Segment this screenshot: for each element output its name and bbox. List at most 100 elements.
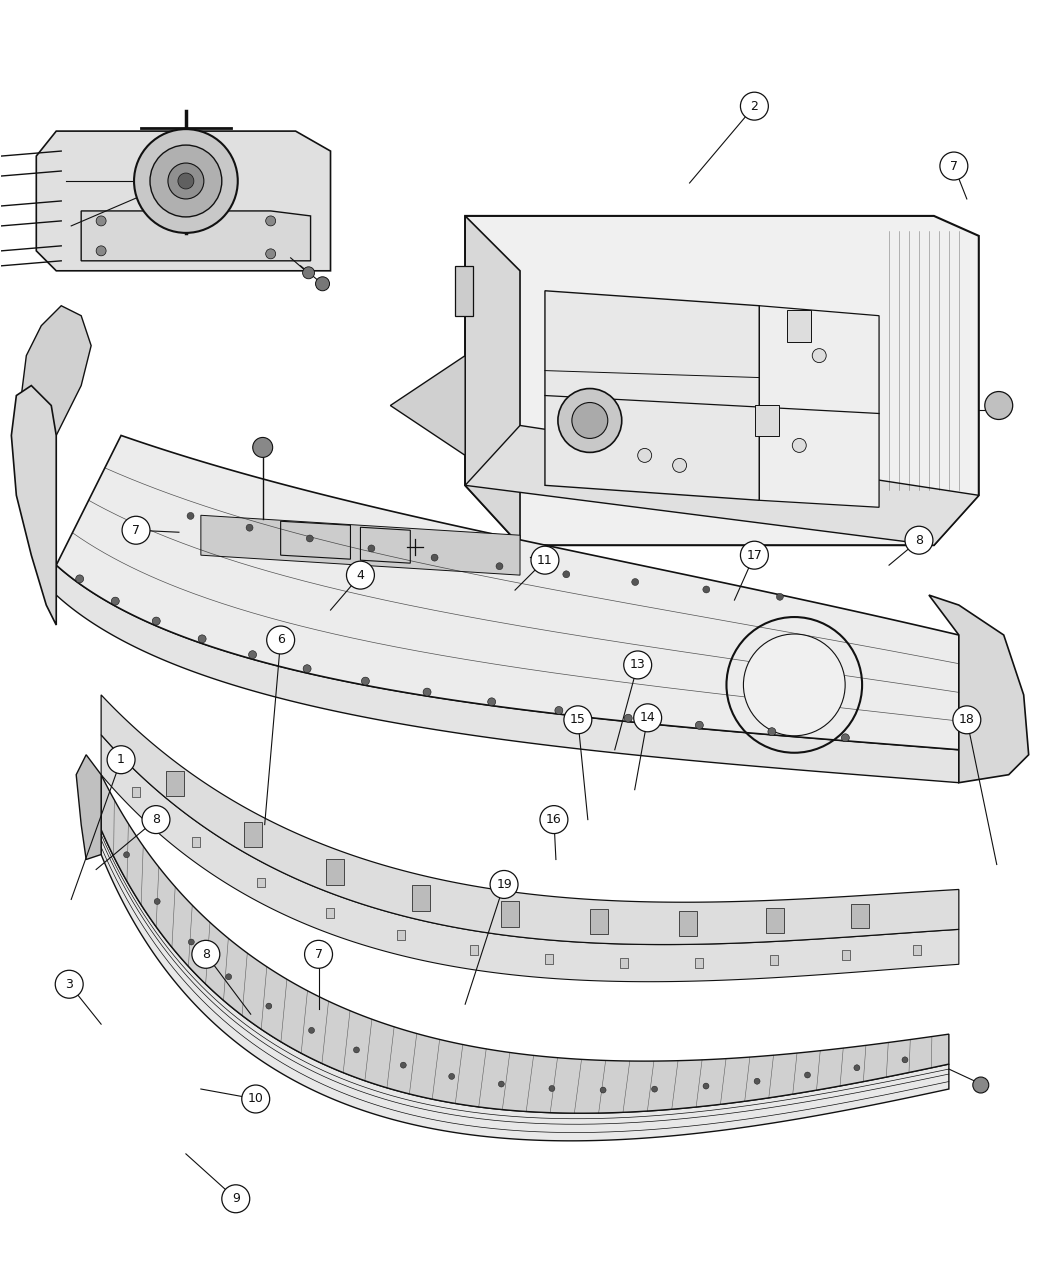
Text: 3: 3 — [65, 978, 74, 991]
Text: 15: 15 — [570, 713, 586, 727]
Circle shape — [124, 852, 129, 858]
Text: 8: 8 — [915, 534, 923, 547]
Polygon shape — [57, 436, 959, 750]
Polygon shape — [101, 695, 959, 945]
Text: 8: 8 — [202, 947, 210, 961]
FancyBboxPatch shape — [695, 958, 704, 968]
FancyBboxPatch shape — [327, 859, 344, 885]
Circle shape — [242, 1085, 270, 1113]
FancyBboxPatch shape — [766, 908, 784, 933]
Polygon shape — [759, 306, 879, 507]
FancyBboxPatch shape — [326, 908, 334, 918]
Polygon shape — [101, 775, 949, 1113]
Circle shape — [624, 652, 652, 678]
FancyBboxPatch shape — [456, 265, 474, 316]
Circle shape — [632, 579, 638, 585]
Circle shape — [246, 524, 253, 532]
FancyBboxPatch shape — [501, 900, 519, 927]
Circle shape — [554, 706, 563, 714]
Polygon shape — [201, 515, 520, 575]
Circle shape — [97, 215, 106, 226]
Circle shape — [266, 215, 276, 226]
Circle shape — [307, 536, 313, 542]
Circle shape — [813, 348, 826, 362]
Circle shape — [222, 1184, 250, 1213]
FancyBboxPatch shape — [192, 838, 201, 848]
Circle shape — [97, 246, 106, 256]
Circle shape — [625, 714, 632, 722]
Circle shape — [448, 1074, 455, 1080]
Circle shape — [303, 664, 311, 673]
Circle shape — [952, 706, 981, 734]
FancyBboxPatch shape — [257, 877, 266, 887]
Circle shape — [187, 513, 194, 519]
Circle shape — [152, 617, 161, 625]
Circle shape — [142, 806, 170, 834]
Circle shape — [768, 728, 776, 736]
Circle shape — [111, 597, 120, 606]
Circle shape — [267, 626, 295, 654]
Polygon shape — [77, 755, 101, 859]
Polygon shape — [545, 291, 759, 500]
Text: 7: 7 — [132, 524, 140, 537]
FancyBboxPatch shape — [850, 904, 869, 928]
Circle shape — [302, 266, 315, 279]
Polygon shape — [101, 830, 949, 1141]
Circle shape — [188, 938, 194, 945]
Circle shape — [192, 941, 219, 968]
Circle shape — [432, 555, 438, 561]
Circle shape — [972, 1077, 989, 1093]
Circle shape — [304, 941, 333, 968]
Circle shape — [652, 1086, 657, 1093]
Circle shape — [673, 459, 687, 472]
Text: 11: 11 — [537, 553, 552, 566]
Circle shape — [601, 1088, 606, 1093]
Text: 19: 19 — [497, 878, 512, 891]
FancyBboxPatch shape — [770, 955, 778, 965]
Text: 16: 16 — [546, 813, 562, 826]
FancyBboxPatch shape — [545, 954, 552, 964]
Circle shape — [56, 970, 83, 998]
Polygon shape — [21, 306, 91, 436]
FancyBboxPatch shape — [166, 771, 184, 796]
Polygon shape — [12, 385, 57, 625]
Circle shape — [249, 650, 256, 659]
Circle shape — [400, 1062, 406, 1068]
Circle shape — [490, 871, 518, 899]
Circle shape — [702, 586, 710, 593]
Text: 13: 13 — [630, 658, 646, 672]
Circle shape — [776, 593, 783, 601]
Circle shape — [177, 173, 194, 189]
Circle shape — [168, 163, 204, 199]
Circle shape — [540, 806, 568, 834]
Circle shape — [154, 899, 161, 904]
Circle shape — [902, 1057, 908, 1063]
Circle shape — [704, 1082, 709, 1089]
Circle shape — [423, 688, 432, 696]
Polygon shape — [101, 734, 959, 982]
Text: 14: 14 — [639, 711, 655, 724]
Circle shape — [198, 635, 206, 643]
Circle shape — [531, 546, 559, 574]
Circle shape — [361, 677, 370, 685]
FancyBboxPatch shape — [244, 821, 261, 848]
Polygon shape — [57, 565, 959, 783]
Circle shape — [487, 697, 496, 706]
Circle shape — [316, 277, 330, 291]
Text: 2: 2 — [751, 99, 758, 112]
Circle shape — [695, 722, 704, 729]
Circle shape — [754, 1079, 760, 1084]
Circle shape — [266, 249, 276, 259]
FancyBboxPatch shape — [914, 945, 921, 955]
Text: 6: 6 — [277, 634, 285, 646]
Circle shape — [496, 562, 503, 570]
FancyBboxPatch shape — [620, 958, 628, 968]
Polygon shape — [929, 595, 1029, 783]
Circle shape — [804, 1072, 811, 1077]
Text: 18: 18 — [959, 713, 974, 727]
Text: 10: 10 — [248, 1093, 264, 1105]
Circle shape — [558, 389, 622, 453]
Circle shape — [563, 571, 570, 578]
Circle shape — [940, 152, 968, 180]
Circle shape — [572, 403, 608, 439]
